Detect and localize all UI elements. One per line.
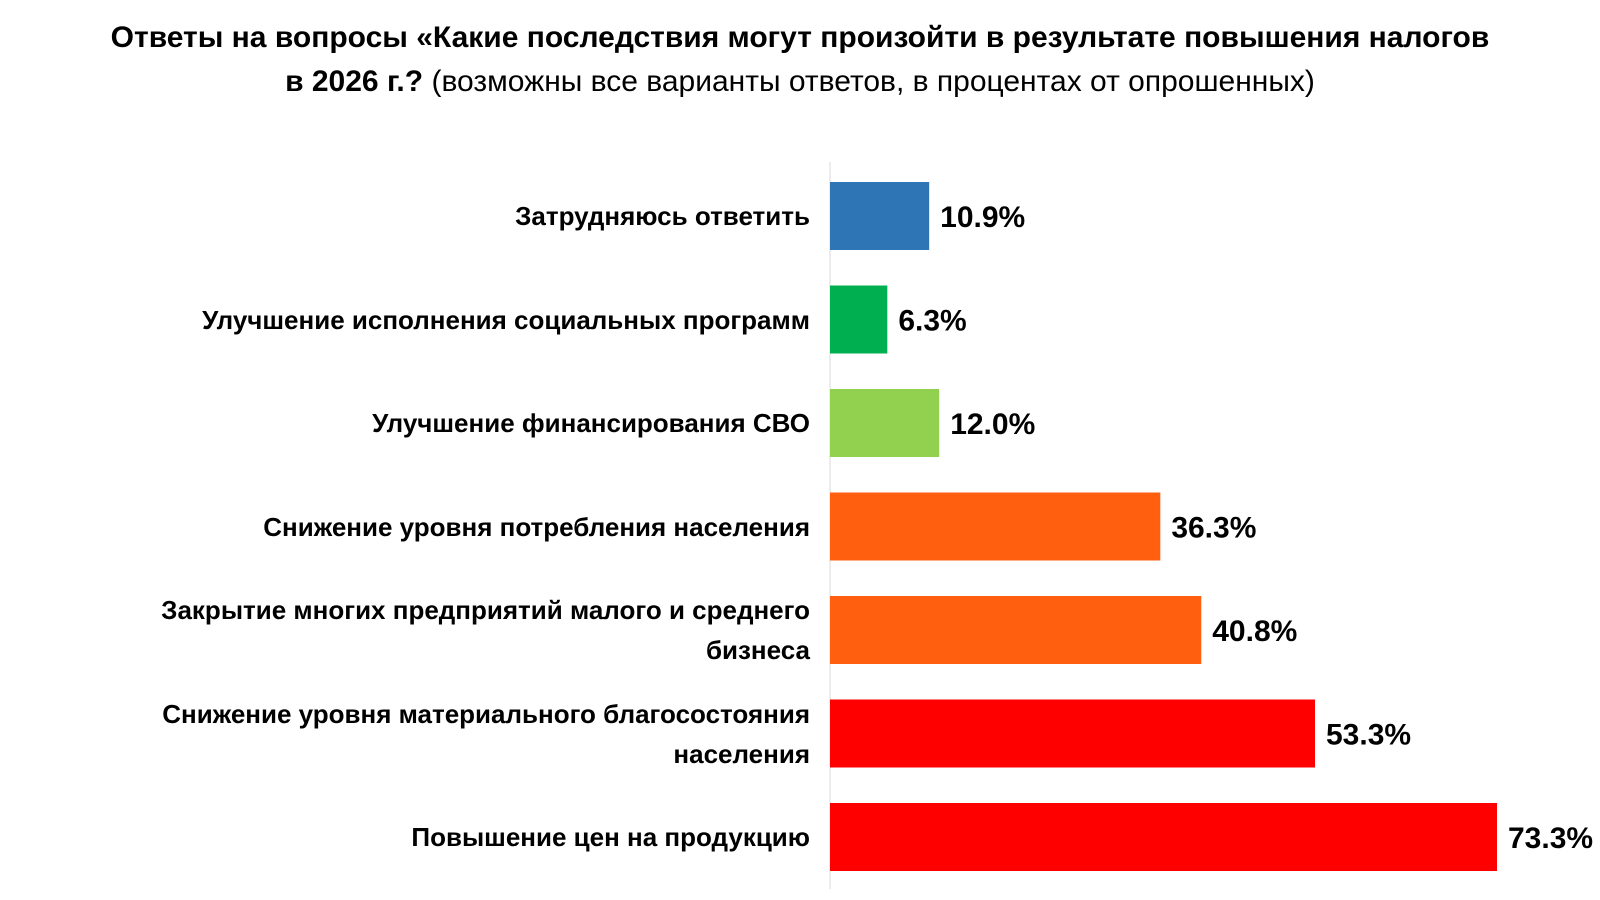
category-label-3: Улучшение финансирования СВО xyxy=(372,408,810,438)
category-label-6: Снижение уровня материального благососто… xyxy=(162,698,810,769)
data-label-3: 12.0% xyxy=(950,408,1035,441)
category-label-2: Улучшение исполнения социальных программ xyxy=(202,304,810,335)
chart-title-regular: (возможны все варианты ответов, в процен… xyxy=(431,65,1315,98)
bar-2 xyxy=(830,285,888,354)
bar-3 xyxy=(830,389,940,457)
category-label-5: Закрытие многих предприятий малого и сре… xyxy=(161,595,810,665)
data-label-4: 36.3% xyxy=(1171,512,1256,545)
chart-title: Ответы на вопросы «Какие последствия мог… xyxy=(110,16,1490,104)
bar-1 xyxy=(830,182,930,250)
data-label-2: 6.3% xyxy=(898,305,966,338)
category-label-4: Снижение уровня потребления населения xyxy=(263,511,810,542)
bar-7 xyxy=(830,803,1497,871)
data-label-5: 40.8% xyxy=(1212,615,1297,648)
bar-5 xyxy=(830,596,1202,664)
data-label-1: 10.9% xyxy=(940,201,1025,234)
bar-6 xyxy=(830,699,1316,768)
chart-title-bold: Ответы на вопросы «Какие последствия мог… xyxy=(110,21,1490,98)
bar-4 xyxy=(830,492,1161,561)
category-label-7: Повышение цен на продукцию xyxy=(411,822,810,852)
data-label-6: 53.3% xyxy=(1326,719,1411,752)
category-label-1: Затрудняюсь ответить xyxy=(515,201,810,231)
data-label-7: 73.3% xyxy=(1508,822,1593,855)
